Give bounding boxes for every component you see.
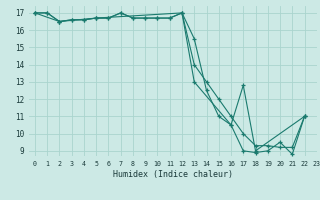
X-axis label: Humidex (Indice chaleur): Humidex (Indice chaleur)	[113, 170, 233, 179]
